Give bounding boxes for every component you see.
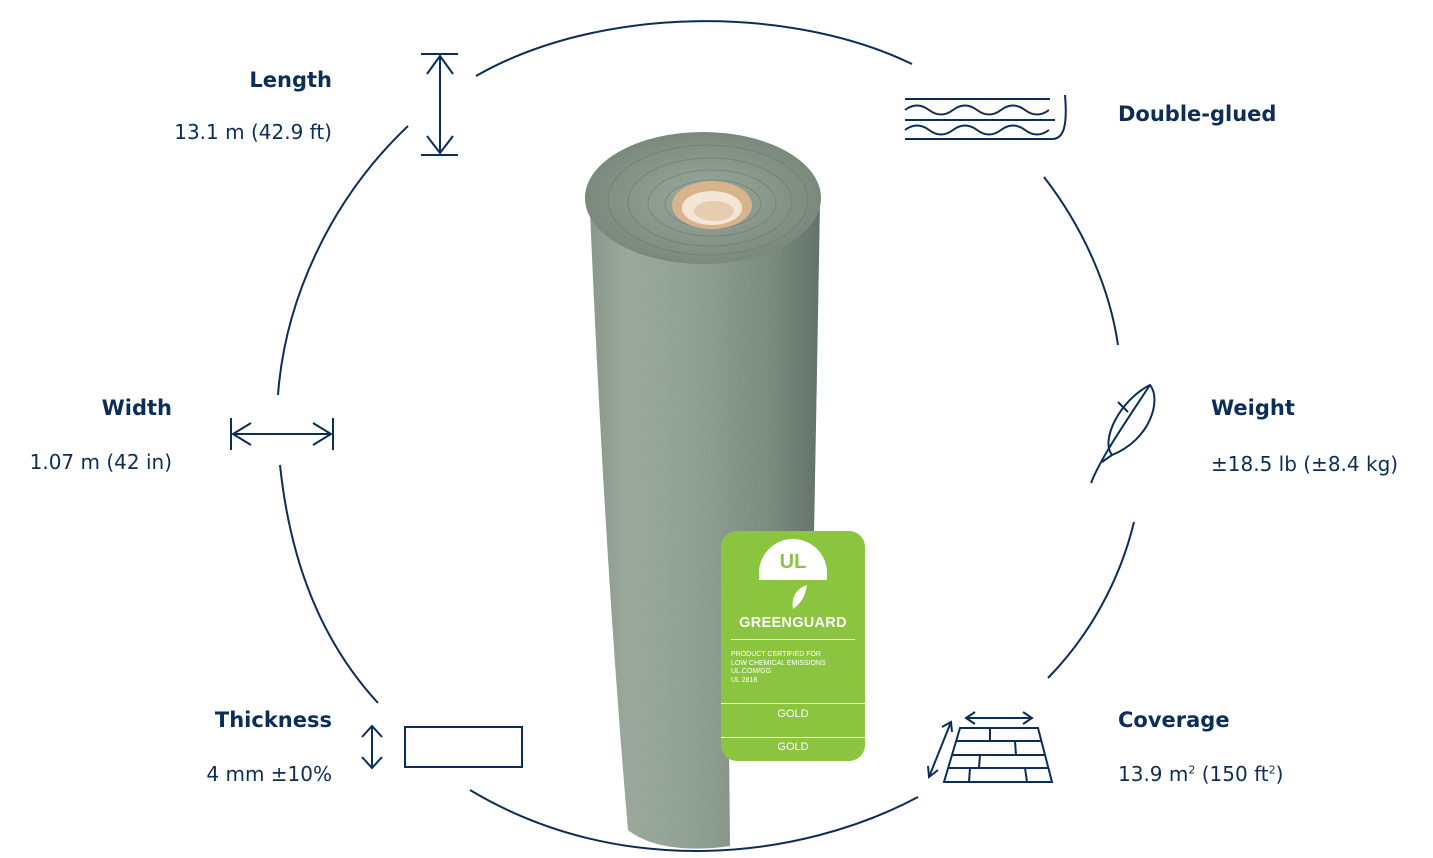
coverage-label: Coverage [1118,708,1230,732]
ring-arc-top [475,20,913,77]
certification-description: PRODUCT CERTIFIED FOR LOW CHEMICAL EMISS… [731,651,826,684]
certification-tier: GOLD [777,708,809,720]
ring-arc-bottom [469,789,919,852]
width-label: Width [101,396,172,420]
ring-arc-right-lower [1047,521,1135,679]
greenguard-brand: GREENGUARD [739,615,847,631]
badge-divider-2 [721,703,865,704]
length-value: 13.1 m (42.9 ft) [174,120,332,144]
ul-leaf-logo [759,539,827,613]
thickness-icon [361,724,523,770]
certification-tier-footer: GOLD [777,741,809,753]
width-value: 1.07 m (42 in) [29,450,172,474]
thickness-value: 4 mm ±10% [206,762,332,786]
floor-coverage-icon [927,711,1054,783]
ring-arc-left-upper [277,125,409,396]
width-arrow-icon [230,418,334,450]
ring-arc-left-lower [279,464,379,704]
double-glued-label: Double-glued [1118,102,1277,126]
feather-icon [1090,383,1156,484]
badge-divider [731,639,855,640]
greenguard-badge: UL GREENGUARD PRODUCT CERTIFIED FOR LOW … [721,531,865,761]
length-arrow-icon [421,53,458,156]
felt-roll-image [585,132,821,849]
ul-mark: UL [779,551,807,573]
double-glued-layers-icon [904,94,1067,140]
length-label: Length [249,68,332,92]
badge-divider-3 [721,737,865,738]
thickness-label: Thickness [214,708,332,732]
weight-label: Weight [1211,396,1295,420]
coverage-value: 13.9 m2 (150 ft2) [1118,762,1284,786]
ring-arc-right-upper [1043,176,1119,346]
ring [277,20,1135,852]
weight-value: ±18.5 lb (±8.4 kg) [1211,452,1399,476]
